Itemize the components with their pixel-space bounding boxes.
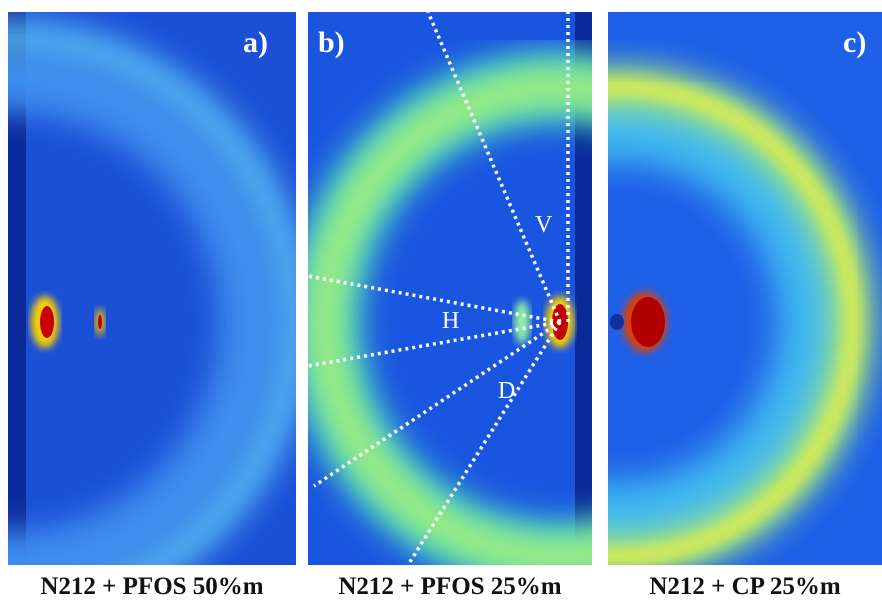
panel-b [308,12,592,565]
sector-label: D [498,378,515,404]
caption: N212 + CP 25%m [649,573,840,600]
sector-label: V [535,212,553,238]
panel-label: c) [843,26,866,59]
panel-label: b) [318,26,345,59]
caption: N212 + PFOS 50%m [40,573,263,600]
panel-label: a) [243,26,268,59]
sector-label: H [442,308,459,334]
panel-a [8,12,296,565]
caption: N212 + PFOS 25%m [338,573,561,600]
panel-c [608,12,882,565]
